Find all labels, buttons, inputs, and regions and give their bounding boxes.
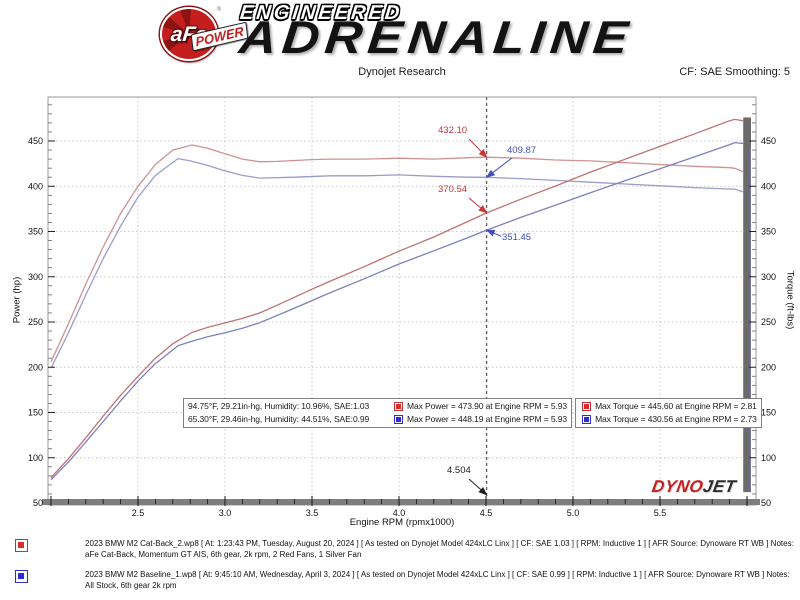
smoothing-setting-label: CF: SAE Smoothing: 5 [679,66,790,78]
run2-legend-marker-icon [15,570,28,583]
dynojet-logo: DYNOJET [650,477,737,497]
run-entry-catback: 2023 BMW M2 Cat-Back_2.wp8 [ At: 1:23:43… [0,538,795,560]
svg-text:450: 450 [761,136,776,146]
svg-text:300: 300 [28,272,43,282]
run2-description: 2023 BMW M2 Baseline_1.wp8 [ At: 9:45:10… [85,570,790,590]
y-axis-label-torque: Torque (ft-lbs) [784,270,796,330]
annotation-cursor-rpm: 4.504 [446,465,472,476]
run2-conditions: 65.30°F, 29.46in-hg, Humidity: 44.51%, S… [188,414,370,424]
run1-series-marker-icon [394,402,403,411]
runs-legend: 2023 BMW M2 Cat-Back_2.wp8 [ At: 1:23:43… [0,538,795,600]
dynojet-logo-jet: JET [701,477,738,496]
svg-text:4.5: 4.5 [480,508,493,518]
svg-text:250: 250 [761,317,776,327]
stats-row-run2: 65.30°F, 29.46in-hg, Humidity: 44.51%, S… [188,413,567,426]
y-axis-label-power: Power (hp) [11,276,23,324]
svg-text:4.0: 4.0 [393,508,406,518]
svg-text:350: 350 [761,227,776,237]
svg-text:450: 450 [28,136,43,146]
run1-conditions: 94.75°F, 29.21in-hg, Humidity: 10.96%, S… [188,401,370,411]
run1-max-power: Max Power = 473.90 at Engine RPM = 5.93 [407,401,568,411]
stats-row-run1: 94.75°F, 29.21in-hg, Humidity: 10.96%, S… [188,400,567,413]
run1-series-marker-icon [582,402,592,411]
run2-series-marker-icon [582,415,592,424]
stats-box-torque: Max Torque = 445.60 at Engine RPM = 2.81… [575,398,762,428]
run1-description: 2023 BMW M2 Cat-Back_2.wp8 [ At: 1:23:43… [85,539,794,559]
stats-row-run2-torque: Max Torque = 430.56 at Engine RPM = 2.73 [580,413,757,426]
svg-text:150: 150 [28,408,43,418]
annotation-torque-run2: 409.87 [506,145,538,156]
run1-legend-marker-icon [15,539,28,552]
annotation-power-run1: 370.54 [437,184,469,195]
svg-text:350: 350 [28,227,43,237]
report-title: Dynojet Research [358,66,446,78]
svg-text:200: 200 [761,362,776,372]
svg-text:3.5: 3.5 [306,508,319,518]
run1-max-torque: Max Torque = 445.60 at Engine RPM = 2.81 [595,401,757,411]
x-axis-label-rpm: Engine RPM (rpmx1000) [349,517,455,528]
svg-text:200: 200 [28,362,43,372]
annotation-power-run2: 351.45 [501,232,533,243]
svg-text:50: 50 [33,498,43,508]
svg-text:100: 100 [761,453,776,463]
stats-row-run1-torque: Max Torque = 445.60 at Engine RPM = 2.81 [580,400,757,413]
svg-text:100: 100 [28,453,43,463]
svg-text:50: 50 [761,498,771,508]
run2-series-marker-icon [394,415,403,424]
svg-text:5.0: 5.0 [567,508,580,518]
stats-box: 94.75°F, 29.21in-hg, Humidity: 10.96%, S… [183,398,762,428]
run-entry-baseline: 2023 BMW M2 Baseline_1.wp8 [ At: 9:45:10… [0,569,795,591]
run2-max-power: Max Power = 448.19 at Engine RPM = 5.93 [407,414,568,424]
svg-text:3.0: 3.0 [219,508,232,518]
svg-text:400: 400 [28,181,43,191]
annotation-torque-run1: 432.10 [437,125,469,136]
svg-text:150: 150 [761,408,776,418]
dynojet-logo-dyno: DYNO [650,477,705,496]
run2-max-torque: Max Torque = 430.56 at Engine RPM = 2.73 [595,414,757,424]
svg-text:300: 300 [761,272,776,282]
svg-text:2.5: 2.5 [132,508,145,518]
svg-text:400: 400 [761,181,776,191]
svg-text:5.5: 5.5 [654,508,667,518]
registered-trademark-icon: ® [216,7,221,13]
svg-text:250: 250 [28,317,43,327]
stats-box-conditions-power: 94.75°F, 29.21in-hg, Humidity: 10.96%, S… [183,398,573,428]
